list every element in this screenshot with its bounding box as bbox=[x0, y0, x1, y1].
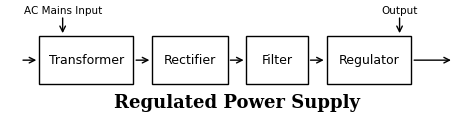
FancyBboxPatch shape bbox=[246, 36, 308, 84]
Text: Rectifier: Rectifier bbox=[164, 54, 216, 67]
FancyBboxPatch shape bbox=[39, 36, 133, 84]
Text: Regulated Power Supply: Regulated Power Supply bbox=[114, 94, 360, 112]
Text: Filter: Filter bbox=[262, 54, 292, 67]
FancyBboxPatch shape bbox=[327, 36, 411, 84]
Text: AC Mains Input: AC Mains Input bbox=[24, 6, 102, 16]
Text: Output: Output bbox=[382, 6, 418, 16]
FancyBboxPatch shape bbox=[152, 36, 228, 84]
Text: Regulator: Regulator bbox=[338, 54, 399, 67]
Text: Transformer: Transformer bbox=[49, 54, 124, 67]
